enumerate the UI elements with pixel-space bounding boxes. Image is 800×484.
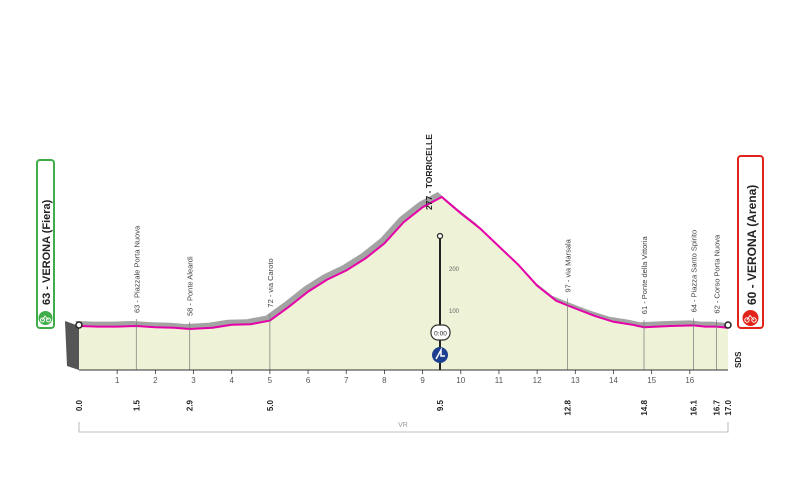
- start-bike-icon: [38, 311, 53, 325]
- start-km-label: 0.0: [75, 399, 84, 411]
- start-dot: [75, 321, 83, 329]
- km-tick-label: 12: [533, 376, 542, 385]
- timing-point-icon: [432, 347, 448, 363]
- km-tick-label: 4: [229, 376, 234, 385]
- finish-label: 60 - VERONA (Arena): [745, 185, 759, 305]
- waypoint-km-label: 16.1: [690, 399, 699, 415]
- start-label: 63 - VERONA (Fiera): [41, 199, 53, 305]
- finish-badge: 60 - VERONA (Arena): [737, 155, 764, 329]
- start-badge: 63 - VERONA (Fiera): [36, 159, 55, 329]
- km-tick-label: 8: [382, 376, 387, 385]
- km-tick-label: 11: [495, 376, 504, 385]
- waypoint-km-label: 16.7: [713, 399, 722, 415]
- km-tick-label: 9: [420, 376, 425, 385]
- profile-shadow: [75, 192, 728, 329]
- start-badge-frame: [36, 159, 55, 329]
- km-tick-label: 16: [685, 376, 694, 385]
- km-tick-label: 5: [268, 376, 273, 385]
- summit-dot: [436, 232, 444, 240]
- profile-area: [79, 197, 728, 370]
- km-tick-label: 13: [571, 376, 580, 385]
- waypoint-place-labels: 63 - Piazzale Porta Nuova 58 - Ponte Alea…: [132, 225, 721, 316]
- waypoint-place-label: 97 - via Marsala: [564, 238, 573, 292]
- profile-start-wall: [65, 321, 79, 370]
- finish-km-label: 17.0: [724, 399, 733, 415]
- summit-marker: 277 - TORRICELLE 0:00: [424, 134, 451, 370]
- waypoint-place-label: 62 - Corso Porta Nuova: [713, 234, 722, 314]
- finish-bike-icon: [742, 310, 759, 326]
- waypoint-km-labels: 1.5 2.9 5.0 12.8 14.8 16.1 16.7: [132, 399, 721, 415]
- waypoint-km-label: 2.9: [186, 399, 195, 411]
- waypoint-km-label: 14.8: [640, 399, 649, 415]
- elevation-profile: [65, 192, 729, 370]
- profile-line: [78, 195, 729, 331]
- km-tick-label: 15: [647, 376, 656, 385]
- km-tick-label: 3: [191, 376, 196, 385]
- km-tick-label: 7: [344, 376, 349, 385]
- waypoint-place-label: 64 - Piazza Santo Spirito: [690, 230, 699, 313]
- km-ticks: 1 2 3 4 5 6 7 8 9 10 11 12 13 14 15 16: [115, 370, 695, 385]
- km-tick-label: 10: [456, 376, 465, 385]
- km-tick-label: 14: [609, 376, 618, 385]
- altitude-label-200: 200: [449, 267, 460, 273]
- time-bonus-text: 0:00: [434, 331, 447, 338]
- km-tick-label: 6: [306, 376, 311, 385]
- waypoint-place-label: 72 - via Caroto: [266, 258, 275, 307]
- waypoint-place-label: 58 - Ponte Aleardi: [186, 256, 195, 316]
- time-bonus-badge: [430, 324, 451, 341]
- waypoint-place-label: 63 - Piazzale Porta Nuova: [132, 225, 141, 313]
- km-tick-label: 2: [153, 376, 158, 385]
- km-tick-label: 1: [115, 376, 120, 385]
- waypoint-km-label: 1.5: [132, 399, 141, 411]
- waypoint-km-label: 5.0: [266, 399, 275, 411]
- waypoint-km-label: 12.8: [564, 399, 573, 415]
- vr-label: VR: [398, 422, 408, 429]
- waypoint-place-label: 61 - Ponte della Vittoria: [640, 236, 649, 315]
- finish-dot: [724, 321, 732, 329]
- altitude-label-100: 100: [449, 309, 460, 315]
- finish-badge-frame: [737, 155, 764, 329]
- waypoint-lines: [135, 298, 717, 370]
- summit-km-label: 9.5: [436, 399, 445, 411]
- vr-bracket: VR: [78, 422, 729, 433]
- summit-label: 277 - TORRICELLE: [424, 134, 434, 210]
- sds-label: SDS: [734, 351, 743, 368]
